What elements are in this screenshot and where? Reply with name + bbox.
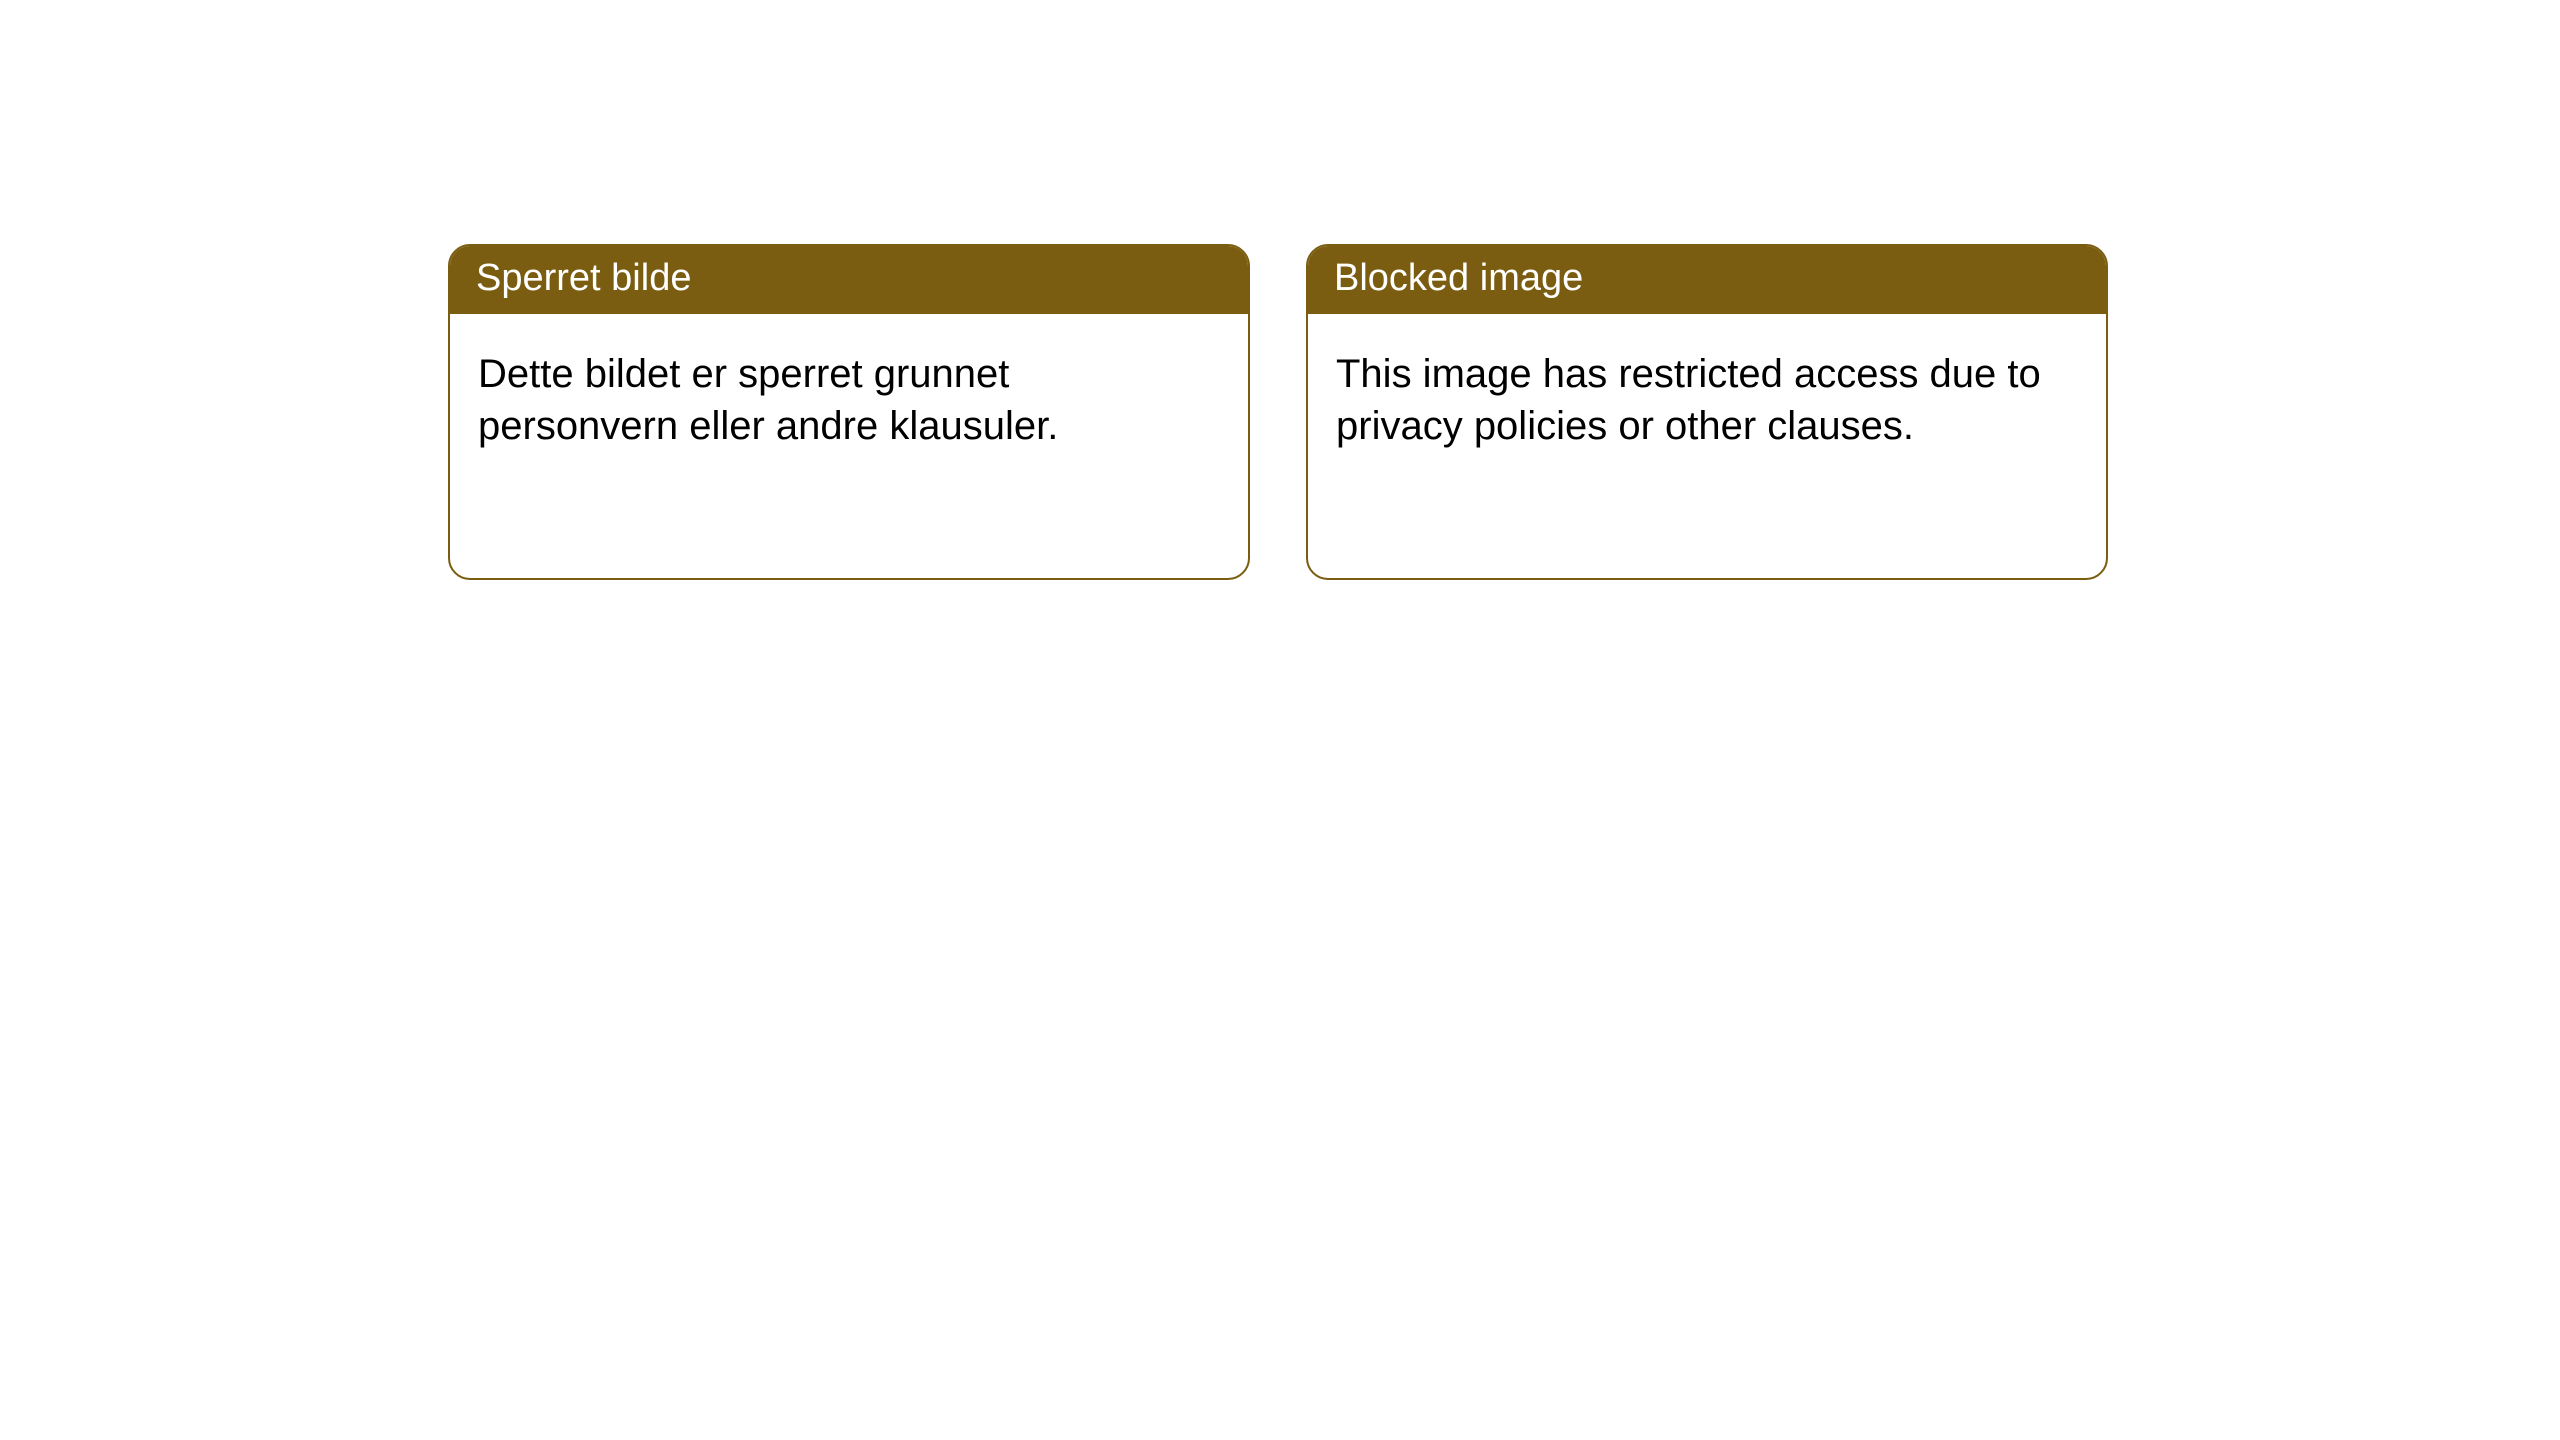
card-header: Sperret bilde	[450, 246, 1248, 314]
notice-card-norwegian: Sperret bilde Dette bildet er sperret gr…	[448, 244, 1250, 580]
notice-container: Sperret bilde Dette bildet er sperret gr…	[448, 244, 2108, 580]
card-message: This image has restricted access due to …	[1336, 352, 2041, 448]
notice-card-english: Blocked image This image has restricted …	[1306, 244, 2108, 580]
card-body: This image has restricted access due to …	[1308, 314, 2106, 486]
card-title: Sperret bilde	[476, 257, 691, 299]
card-title: Blocked image	[1334, 257, 1583, 299]
card-message: Dette bildet er sperret grunnet personve…	[478, 352, 1058, 448]
card-header: Blocked image	[1308, 246, 2106, 314]
card-body: Dette bildet er sperret grunnet personve…	[450, 314, 1248, 486]
